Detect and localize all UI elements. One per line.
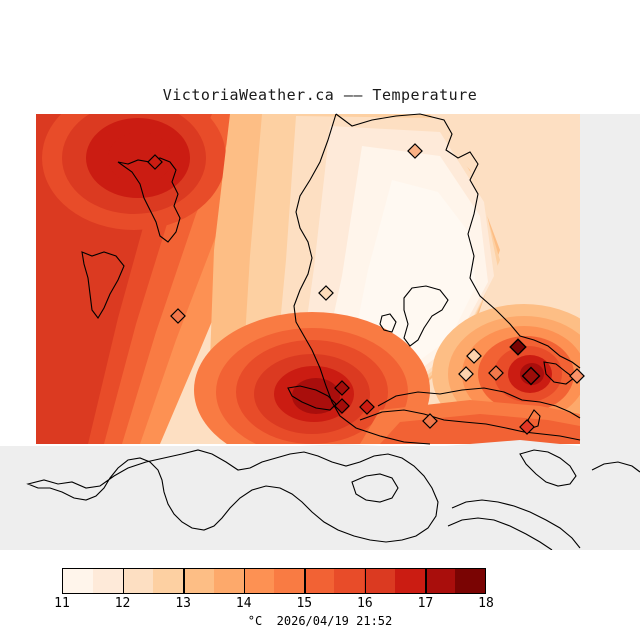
colorbar-tick-label: 14 (235, 596, 252, 611)
station-marker[interactable] (509, 338, 527, 356)
station-marker[interactable] (422, 413, 438, 429)
temperature-map[interactable] (0, 110, 640, 550)
station-marker[interactable] (488, 365, 504, 381)
coast-nw-island (81, 251, 125, 319)
coastlines (26, 113, 640, 550)
colorbar-band (304, 569, 335, 593)
colorbar-tick-labels: 11 12 13 14 15 16 17 18 (0, 596, 640, 614)
colorbar-band (243, 569, 274, 593)
colorbar-band (123, 569, 154, 593)
coast-island-west (293, 113, 431, 445)
station-marker[interactable] (334, 398, 350, 414)
station-marker[interactable] (521, 366, 541, 386)
colorbar-band (93, 569, 124, 593)
colorbar-band (334, 569, 365, 593)
contour-band-11 (358, 180, 476, 372)
station-marker[interactable] (318, 285, 334, 301)
station-marker[interactable] (466, 348, 482, 364)
colorbar-tick-label: 17 (417, 596, 434, 611)
coast-victoria-harbour (543, 361, 575, 385)
station-marker[interactable] (170, 308, 186, 324)
colorbar-tick-label: 12 (114, 596, 131, 611)
coast-south-shore (359, 409, 581, 441)
station-marker[interactable] (458, 366, 474, 382)
coast-mainland-se (451, 499, 581, 549)
coast-small-island (379, 313, 397, 333)
hotspot-central-ring-1 (292, 378, 340, 414)
coast-mainland-se-2 (447, 517, 553, 550)
coast-olympic-peninsula (26, 449, 439, 543)
colorbar-tick-label: 18 (478, 596, 494, 611)
coast-west-spit (287, 385, 337, 411)
station-marker[interactable] (359, 399, 375, 415)
coast-gulf-island (403, 285, 449, 347)
colorbar-band (213, 569, 244, 593)
coast-mainland-bay (519, 449, 577, 487)
station-marker[interactable] (334, 380, 350, 396)
coast-mainland-east (591, 461, 640, 473)
hotspot-nw-ring-1 (108, 132, 172, 184)
colorbar-band (454, 569, 485, 593)
colorbar-band (394, 569, 425, 593)
grey-east-mask (580, 114, 640, 448)
station-marker[interactable] (569, 368, 585, 384)
colorbar-band (364, 569, 395, 593)
colorbar-tick-label: 15 (296, 596, 313, 611)
colorbar-band (273, 569, 305, 593)
colorbar-band (63, 569, 94, 593)
colorbar-tick-label: 13 (175, 596, 191, 611)
colorbar-band (424, 569, 455, 593)
page-title: VictoriaWeather.ca —— Temperature (162, 86, 478, 104)
colorbar: 11 12 13 14 15 16 17 18 °C 2026/04/19 21:52 (0, 560, 640, 630)
colorbar-footer: °C 2026/04/19 21:52 (247, 614, 393, 628)
map-canvas[interactable] (0, 110, 640, 550)
coast-south-island (377, 387, 581, 419)
coast-victoria-inlet (527, 409, 541, 429)
colorbar-band (153, 569, 184, 593)
temperature-field (36, 114, 580, 444)
station-marker[interactable] (407, 143, 423, 159)
colorbar-band (183, 569, 214, 593)
coast-inland-lake (351, 473, 399, 503)
colorbar-tick-label: 11 (54, 596, 70, 611)
colorbar-tick-label: 16 (357, 596, 373, 611)
grey-land-mask (36, 440, 640, 550)
station-marker[interactable] (519, 419, 535, 435)
station-markers[interactable] (147, 143, 585, 435)
colorbar-gradient (62, 568, 486, 594)
coast-island-east (335, 113, 581, 369)
station-marker[interactable] (147, 154, 163, 170)
